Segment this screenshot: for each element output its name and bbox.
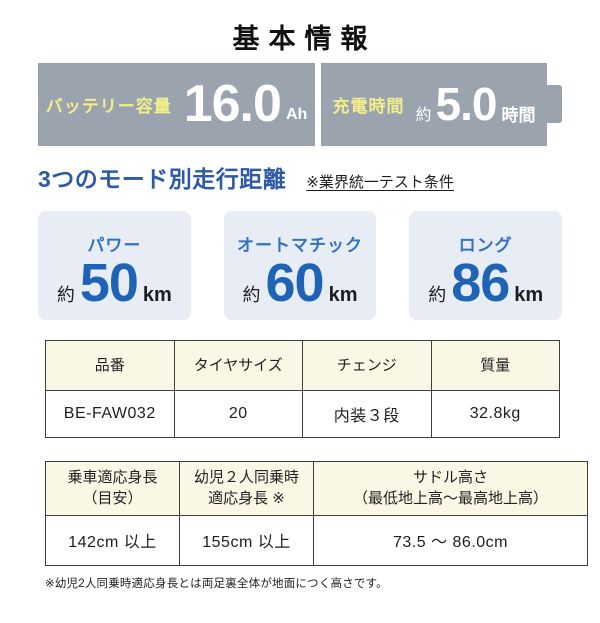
charge-time-unit: 時間 <box>501 105 536 125</box>
footnote: ※幼児2人同乗時適応身長とは両足裏全体が地面につく高さです。 <box>45 577 388 590</box>
spec-value-model: BE-FAW032 <box>45 389 175 438</box>
approx-prefix: 約 <box>56 284 75 305</box>
spec-value-weight: 32.8kg <box>430 389 560 438</box>
mode-value: 60 <box>265 252 325 313</box>
fit-table-data-row: 142cm 以上 155cm 以上 73.5 ～ 86.0cm <box>45 514 588 566</box>
battery-capacity-unit: Ah <box>285 106 308 124</box>
spec-header-tire-size: タイヤサイズ <box>173 339 303 391</box>
spec-value-gears: 内装３段 <box>302 389 432 438</box>
mode-label: ロング <box>458 235 513 255</box>
spec-table: 品番 タイヤサイズ チェンジ 質量 BE-FAW032 20 内装３段 32.8… <box>45 339 560 438</box>
spec-table-data-row: BE-FAW032 20 内装３段 32.8kg <box>45 389 560 438</box>
spec-value-tire-size: 20 <box>173 389 303 438</box>
mode-card-automatic: オートマチック 約 60 km <box>223 210 377 320</box>
mode-value-row: 約 50 km <box>38 252 191 313</box>
mode-card-long: ロング 約 86 km <box>409 210 563 320</box>
charge-time-approx: 約 <box>415 107 432 125</box>
fit-header-saddle-height: サドル高さ （最低地上高～最高地上高） <box>313 460 588 516</box>
battery-capacity-value: 16.0 <box>183 75 282 134</box>
mode-value: 86 <box>451 252 510 313</box>
mode-value-row: 約 86 km <box>409 252 562 313</box>
battery-capacity-block: バッテリー容量 16.0 Ah <box>38 62 321 146</box>
mode-value: 50 <box>79 252 139 313</box>
charge-time-block: 充電時間 約 5.0 時間 <box>321 62 547 146</box>
spec-header-weight: 質量 <box>430 339 560 391</box>
mode-label: オートマチック <box>237 235 363 255</box>
page-title: 基本情報 <box>232 24 377 54</box>
mode-unit: km <box>142 283 172 306</box>
approx-prefix: 約 <box>428 284 447 305</box>
battery-capacity-label: バッテリー容量 <box>45 96 172 116</box>
mode-cards: パワー 約 50 km オートマチック 約 60 km ロング 約 86 km <box>38 210 563 320</box>
mode-unit: km <box>514 283 544 306</box>
mode-unit: km <box>328 283 358 306</box>
charge-time-value: 5.0 <box>435 78 498 131</box>
fit-value-saddle-height: 73.5 ～ 86.0cm <box>313 514 588 566</box>
fit-value-two-children-height: 155cm 以上 <box>179 514 314 566</box>
approx-prefix: 約 <box>242 284 261 305</box>
mode-label: パワー <box>87 235 142 255</box>
battery-banner: バッテリー容量 16.0 Ah 充電時間 約 5.0 時間 <box>38 62 562 146</box>
range-section-header: 3つのモード別走行距離 ※業界統一テスト条件 <box>38 160 562 194</box>
range-heading: 3つのモード別走行距離 <box>38 165 287 192</box>
fit-value-rider-height: 142cm 以上 <box>45 514 180 566</box>
test-condition-note: ※業界統一テスト条件 <box>306 173 454 191</box>
charge-time-label: 充電時間 <box>332 96 405 116</box>
mode-value-row: 約 60 km <box>224 252 377 313</box>
fit-header-two-children-height: 幼児２人同乗時 適応身長 ※ <box>179 460 314 516</box>
basic-info-panel: 基本情報 バッテリー容量 16.0 Ah 充電時間 約 5.0 時間 3つのモー… <box>0 23 600 591</box>
battery-terminal-icon <box>547 85 562 124</box>
spec-header-gears: チェンジ <box>302 339 432 391</box>
fit-header-rider-height: 乗車適応身長 （目安） <box>45 460 180 516</box>
spec-header-model: 品番 <box>45 339 175 391</box>
fit-table-header-row: 乗車適応身長 （目安） 幼児２人同乗時 適応身長 ※ サドル高さ （最低地上高～… <box>45 460 588 516</box>
mode-card-power: パワー 約 50 km <box>38 210 191 320</box>
spec-table-header-row: 品番 タイヤサイズ チェンジ 質量 <box>45 339 560 391</box>
fit-table: 乗車適応身長 （目安） 幼児２人同乗時 適応身長 ※ サドル高さ （最低地上高～… <box>45 460 588 566</box>
